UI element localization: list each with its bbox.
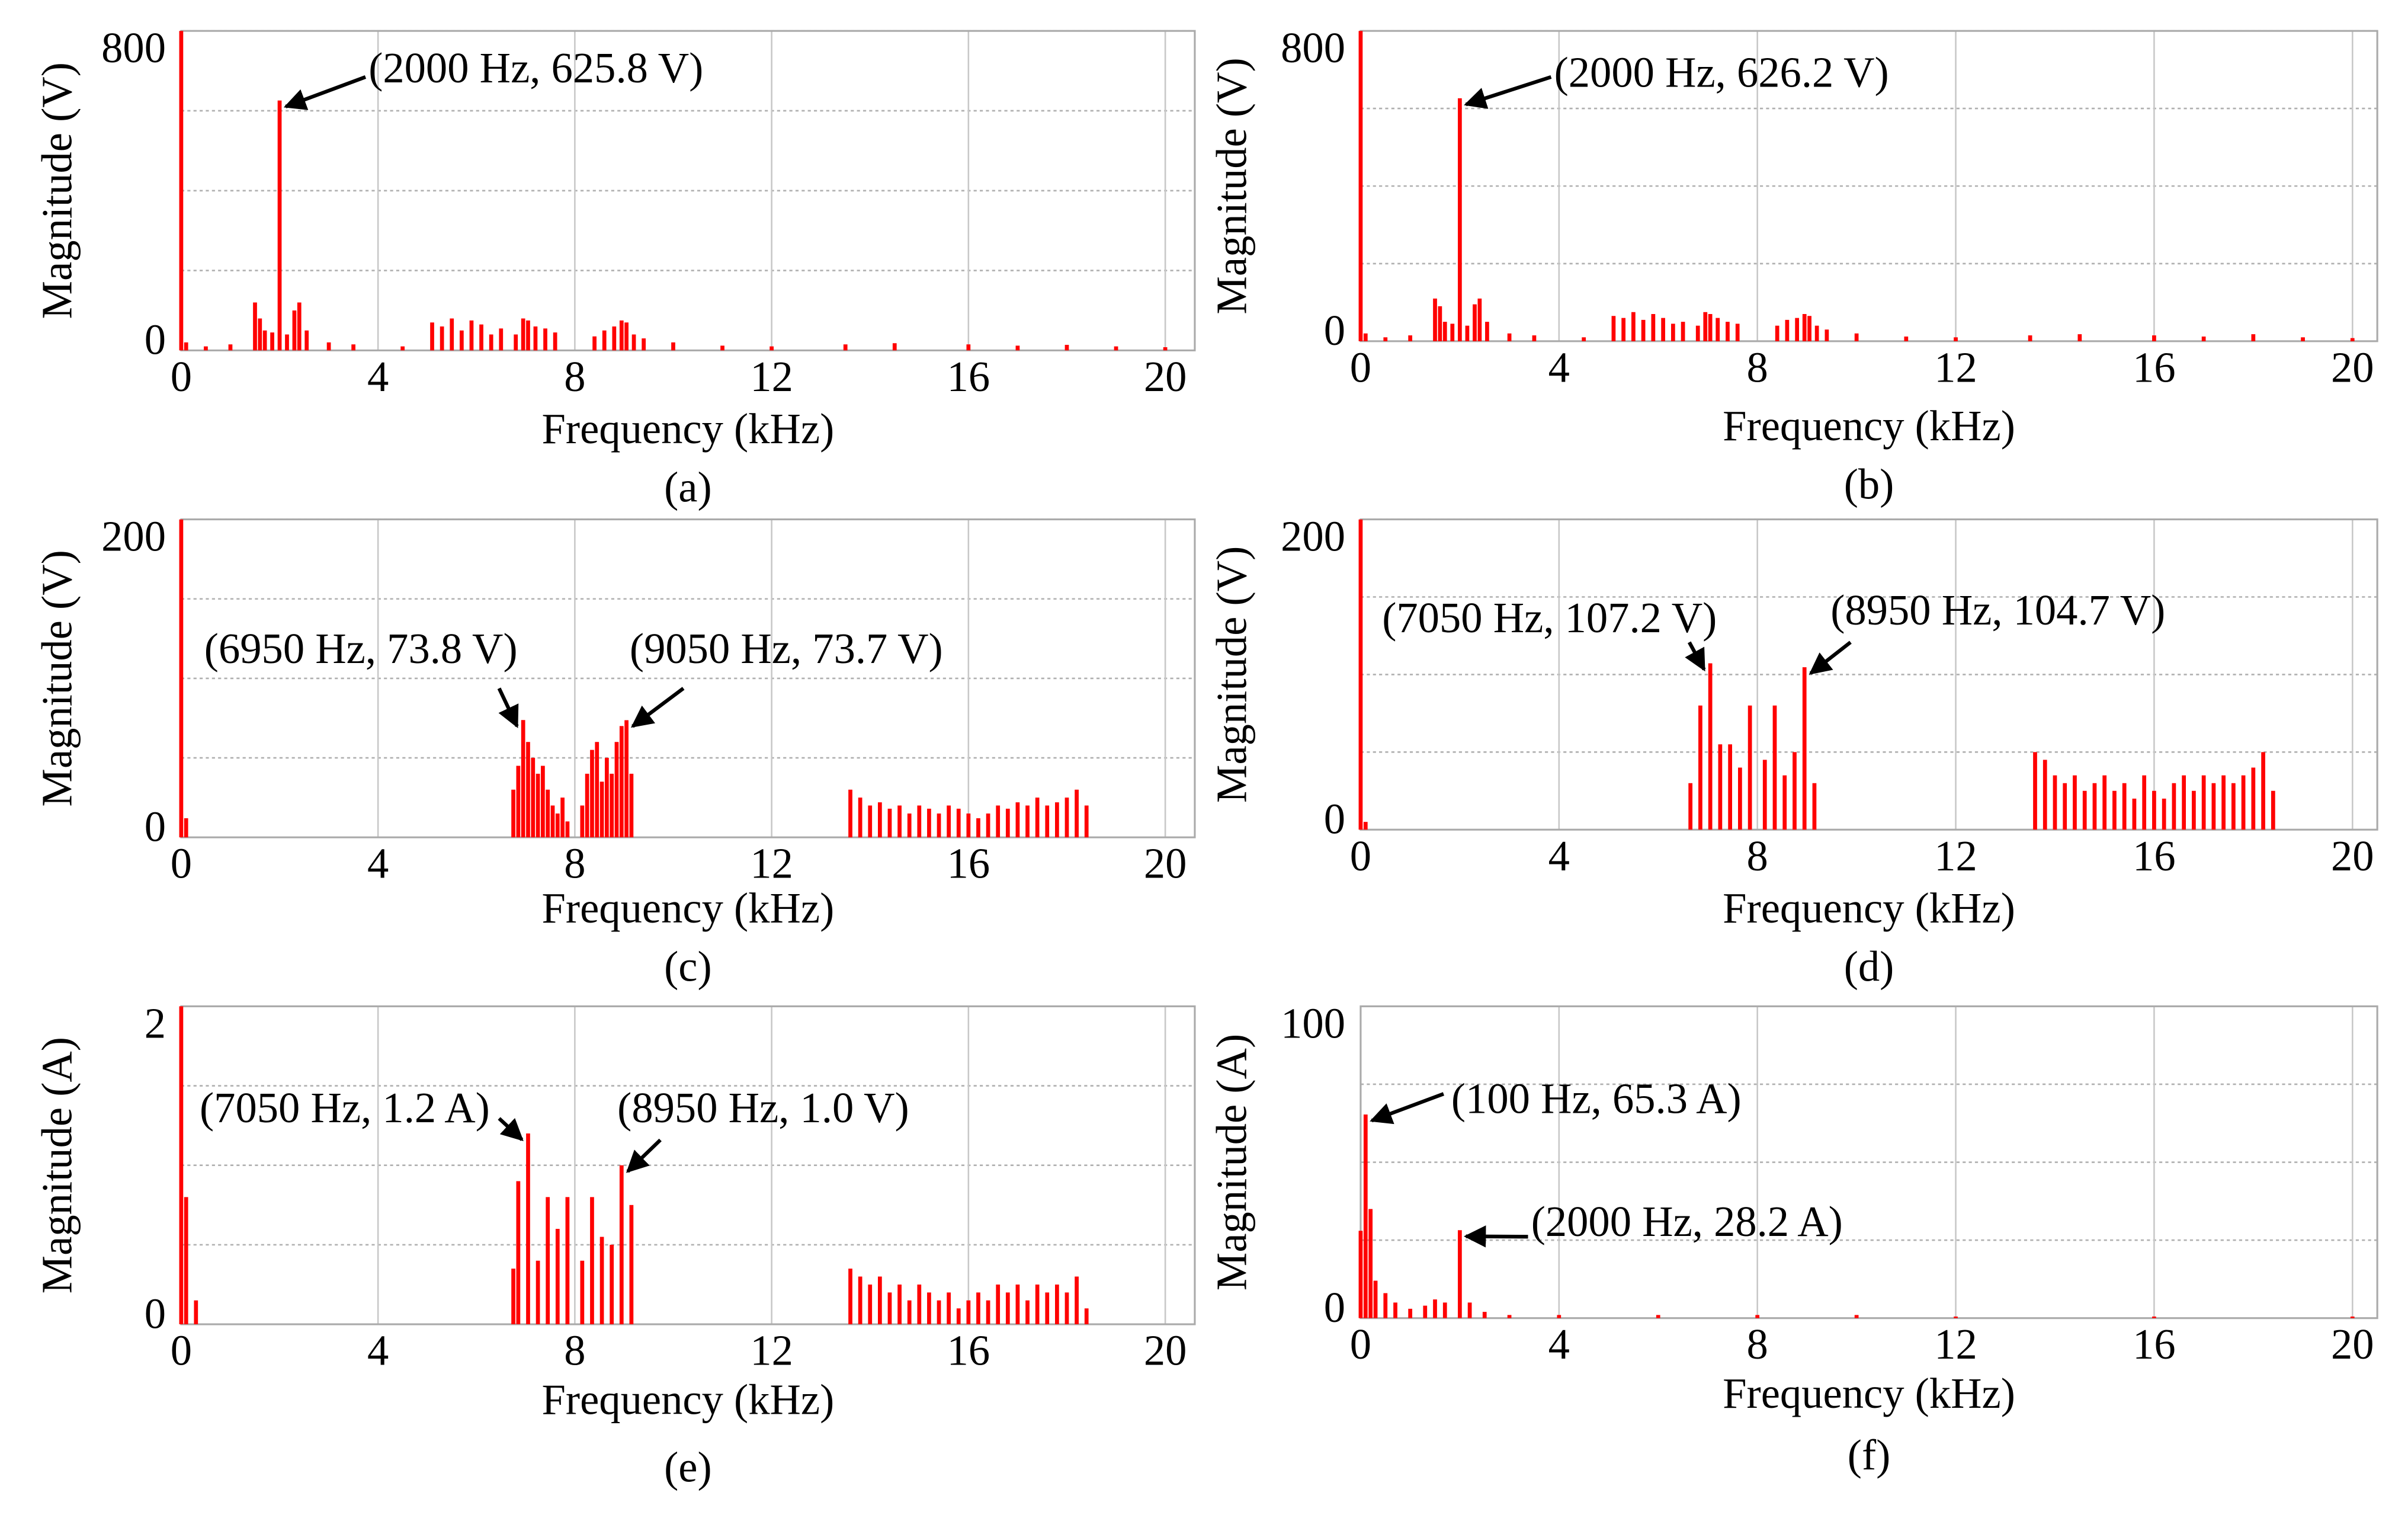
- y-tick-label: 800: [1281, 24, 1345, 72]
- y-axis-label: Magnitude (V): [33, 62, 81, 319]
- x-tick-label: 12: [750, 840, 793, 888]
- y-tick-label: 0: [145, 316, 166, 364]
- panel: 0 4 8 12 16 20 0 800 Magnitude (V) Frequency (kHz…: [33, 24, 1196, 511]
- x-tick-label: 4: [367, 353, 389, 401]
- y-axis-label: Magnitude (V): [33, 550, 81, 806]
- y-tick-label: 800: [101, 24, 166, 72]
- x-axis-label: Frequency (kHz): [542, 405, 835, 453]
- x-tick-label: 16: [2133, 1320, 2176, 1368]
- x-tick-label: 16: [2133, 343, 2176, 391]
- x-tick-label: 12: [1934, 1320, 1977, 1368]
- y-tick-label: 0: [1324, 1283, 1345, 1331]
- annotation: (6950 Hz, 73.8 V): [204, 625, 518, 672]
- annotation: (2000 Hz, 625.8 V): [368, 44, 703, 92]
- x-tick-label: 8: [564, 353, 585, 401]
- x-axis-label: Frequency (kHz): [1723, 884, 2015, 932]
- annotation: (8950 Hz, 1.0 V): [617, 1084, 909, 1132]
- x-tick-label: 20: [2331, 343, 2374, 391]
- x-tick-label: 0: [171, 353, 192, 401]
- panel: 0 4 8 12 16 20 0 100 Magnitude (A) Frequency (kHz…: [1208, 999, 2378, 1479]
- annotation-arrow: [1370, 1092, 1445, 1125]
- caption: (a): [664, 463, 712, 511]
- x-tick-label: 4: [1548, 1320, 1570, 1368]
- y-tick-label: 200: [1281, 513, 1345, 561]
- caption: (e): [664, 1443, 712, 1491]
- x-tick-label: 4: [367, 840, 389, 888]
- x-tick-label: 0: [171, 1327, 192, 1375]
- x-tick-label: 0: [171, 840, 192, 888]
- y-tick-label: 2: [145, 999, 166, 1047]
- y-axis-label: Magnitude (A): [33, 1037, 81, 1293]
- y-tick-label: 0: [1324, 306, 1345, 354]
- x-tick-label: 20: [1144, 1327, 1187, 1375]
- annotation: (100 Hz, 65.3 A): [1451, 1074, 1742, 1122]
- x-tick-label: 12: [750, 353, 793, 401]
- annotation-arrow: [498, 1117, 524, 1141]
- x-axis-label: Frequency (kHz): [542, 1375, 835, 1423]
- plot-frame: [1359, 1005, 2378, 1320]
- x-tick-label: 8: [564, 840, 585, 888]
- annotation: (9050 Hz, 73.7 V): [630, 625, 943, 672]
- x-tick-label: 8: [1747, 1320, 1768, 1368]
- x-tick-label: 4: [1548, 832, 1570, 880]
- x-tick-label: 20: [2331, 1320, 2374, 1368]
- x-tick-label: 16: [2133, 832, 2176, 880]
- x-tick-label: 4: [367, 1327, 389, 1375]
- x-tick-label: 16: [947, 840, 990, 888]
- panel: 0 4 8 12 16 20 0 800 Magnitude (V) Frequency (kHz…: [1208, 24, 2378, 508]
- annotation-arrow: [283, 75, 367, 110]
- y-axis-label: Magnitude (V): [1208, 546, 1256, 803]
- annotation-arrow: [497, 687, 519, 728]
- annotation-arrow: [1685, 641, 1706, 672]
- y-tick-label: 200: [101, 513, 166, 561]
- panel: 0 4 8 12 16 20 0 2 Magnitude (A) Frequency (kHz) (…: [33, 999, 1196, 1491]
- x-tick-label: 20: [1144, 353, 1187, 401]
- y-tick-label: 0: [145, 803, 166, 851]
- annotation-arrow: [630, 687, 685, 728]
- x-tick-label: 16: [947, 1327, 990, 1375]
- annotation: (7050 Hz, 107.2 V): [1382, 594, 1717, 642]
- annotation: (8950 Hz, 104.7 V): [1830, 586, 2165, 634]
- x-tick-label: 20: [1144, 840, 1187, 888]
- x-tick-label: 12: [1934, 343, 1977, 391]
- x-tick-label: 0: [1350, 343, 1371, 391]
- caption: (f): [1848, 1431, 1891, 1479]
- annotation-arrow: [1464, 75, 1552, 109]
- x-tick-label: 8: [564, 1327, 585, 1375]
- x-tick-label: 16: [947, 353, 990, 401]
- y-axis-label: Magnitude (A): [1208, 1034, 1256, 1290]
- x-axis-label: Frequency (kHz): [542, 884, 835, 932]
- y-axis-label: Magnitude (V): [1208, 57, 1256, 314]
- caption: (d): [1844, 942, 1894, 990]
- annotation: (2000 Hz, 28.2 A): [1531, 1197, 1843, 1245]
- x-tick-label: 20: [2331, 832, 2374, 880]
- annotation-arrow: [1809, 640, 1852, 675]
- caption: (c): [664, 942, 712, 990]
- x-tick-label: 12: [750, 1327, 793, 1375]
- y-tick-label: 100: [1281, 999, 1345, 1047]
- x-tick-label: 12: [1934, 832, 1977, 880]
- y-tick-label: 0: [145, 1289, 166, 1337]
- x-tick-label: 0: [1350, 832, 1371, 880]
- annotation: (2000 Hz, 626.2 V): [1554, 49, 1889, 97]
- y-tick-label: 0: [1324, 795, 1345, 843]
- x-axis-label: Frequency (kHz): [1723, 402, 2015, 450]
- annotation-arrow: [626, 1138, 662, 1173]
- x-tick-label: 8: [1747, 343, 1768, 391]
- annotation: (7050 Hz, 1.2 A): [200, 1084, 490, 1132]
- x-tick-label: 8: [1747, 832, 1768, 880]
- x-tick-label: 0: [1350, 1320, 1371, 1368]
- caption: (b): [1844, 460, 1894, 508]
- x-tick-label: 4: [1548, 343, 1570, 391]
- x-axis-label: Frequency (kHz): [1723, 1369, 2015, 1417]
